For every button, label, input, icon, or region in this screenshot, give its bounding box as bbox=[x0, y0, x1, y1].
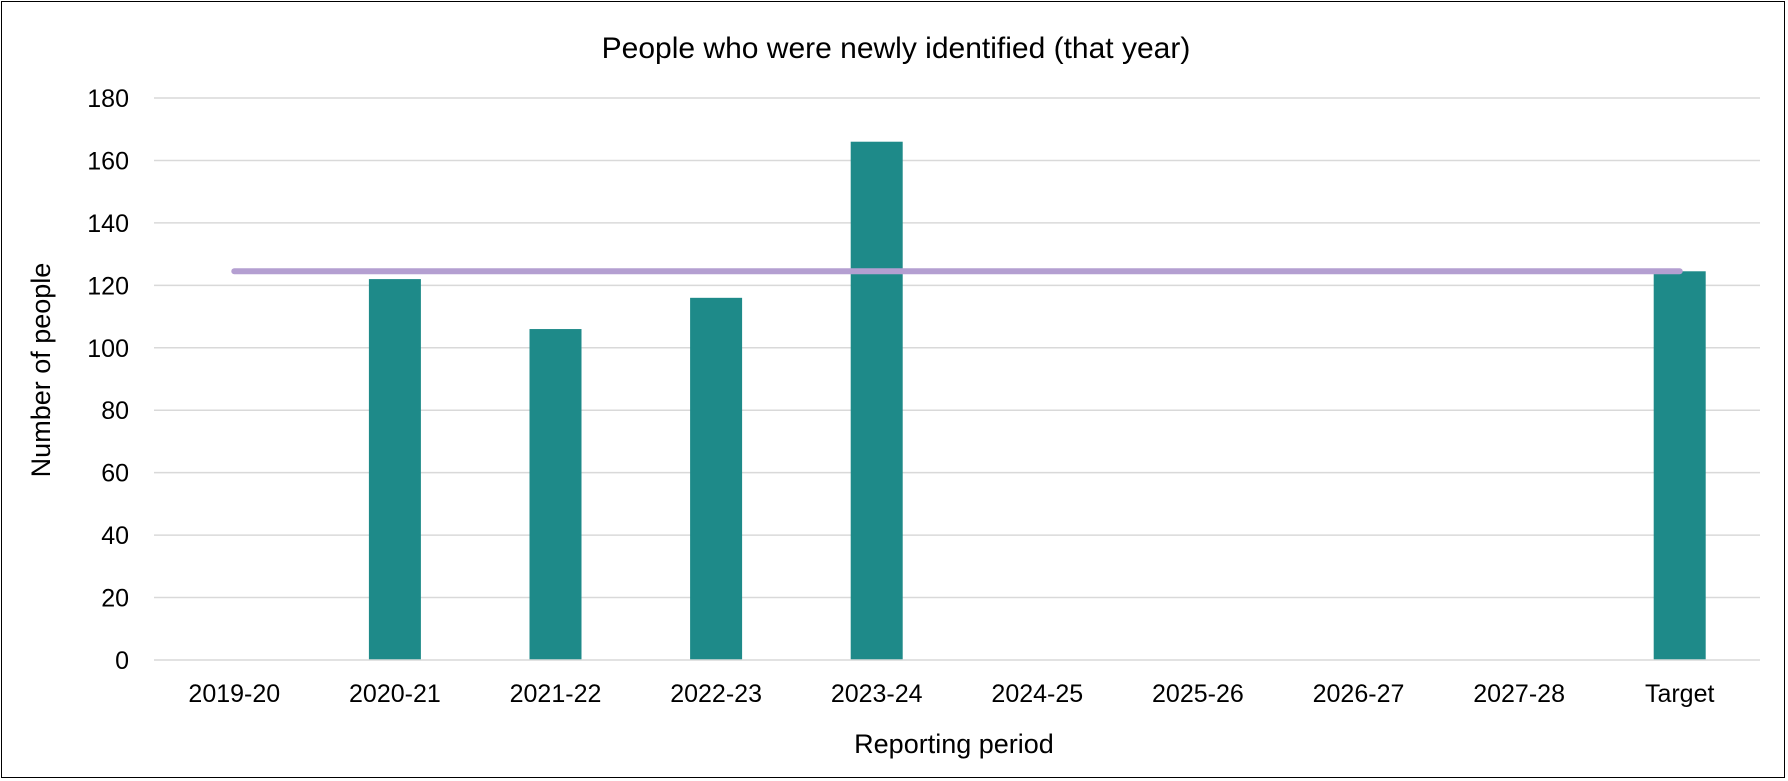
x-axis-title: Reporting period bbox=[854, 729, 1054, 759]
x-tick-label: 2019-20 bbox=[188, 680, 280, 708]
chart-title: People who were newly identified (that y… bbox=[602, 32, 1191, 65]
x-tick-label: 2026-27 bbox=[1313, 680, 1405, 708]
x-tick-label: 2020-21 bbox=[349, 680, 441, 708]
bar-target bbox=[1653, 271, 1706, 660]
bar-2022-23 bbox=[690, 297, 743, 660]
x-tick-label: 2022-23 bbox=[670, 680, 762, 708]
y-tick-label: 40 bbox=[101, 522, 129, 550]
x-tick-label: 2025-26 bbox=[1152, 680, 1244, 708]
gridlines bbox=[154, 97, 1760, 599]
y-tick-label: 120 bbox=[87, 272, 129, 300]
bar-2023-24 bbox=[850, 141, 903, 660]
bar-2021-22 bbox=[529, 329, 582, 660]
x-tick-label: 2024-25 bbox=[991, 680, 1083, 708]
y-tick-label: 0 bbox=[115, 647, 129, 675]
x-tick-label: 2023-24 bbox=[831, 680, 923, 708]
y-tick-label: 80 bbox=[101, 397, 129, 425]
x-tick-label: 2027-28 bbox=[1473, 680, 1565, 708]
bar-2020-21 bbox=[368, 279, 421, 660]
y-axis-ticks: 0 20 40 60 80 100 120 140 160 180 bbox=[87, 85, 129, 675]
y-tick-label: 160 bbox=[87, 147, 129, 175]
y-tick-label: 20 bbox=[101, 585, 129, 613]
x-tick-label: 2021-22 bbox=[510, 680, 602, 708]
y-tick-label: 60 bbox=[101, 460, 129, 488]
y-tick-label: 100 bbox=[87, 335, 129, 363]
y-tick-label: 140 bbox=[87, 210, 129, 238]
x-axis-ticks: 2019-20 2020-21 2021-22 2022-23 2023-24 2024-… bbox=[188, 680, 1714, 708]
bars bbox=[368, 141, 1706, 660]
y-tick-label: 180 bbox=[87, 85, 129, 113]
y-axis-title: Number of people bbox=[26, 263, 56, 478]
x-tick-label: Target bbox=[1645, 680, 1715, 708]
